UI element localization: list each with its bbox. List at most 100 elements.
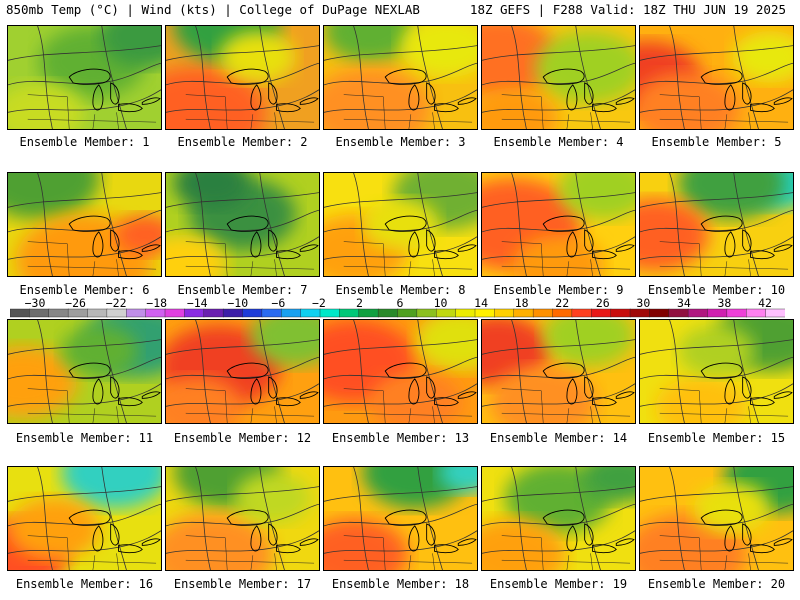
temperature-zone bbox=[512, 234, 605, 276]
temperature-field bbox=[8, 173, 161, 276]
temperature-zone bbox=[482, 518, 567, 570]
temperature-field bbox=[166, 173, 319, 276]
height-contours bbox=[482, 320, 635, 423]
ensemble-member-map bbox=[639, 319, 794, 424]
ensemble-member-label: Ensemble Member: 10 bbox=[647, 283, 786, 297]
ensemble-member-map bbox=[481, 25, 636, 130]
temperature-field bbox=[482, 467, 635, 570]
colorbar-tick-label: −22 bbox=[105, 296, 127, 310]
height-contours bbox=[640, 26, 793, 129]
colorbar-tick-label: 26 bbox=[595, 296, 610, 310]
ensemble-member-map bbox=[639, 25, 794, 130]
great-lakes-outline bbox=[384, 509, 477, 554]
colorbar-swatch bbox=[455, 308, 476, 318]
temperature-zone bbox=[8, 345, 77, 418]
temperature-zone bbox=[219, 31, 297, 83]
ensemble-member-map bbox=[165, 466, 320, 571]
state-borders bbox=[659, 94, 789, 129]
state-borders bbox=[659, 241, 789, 276]
ensemble-member-map bbox=[481, 466, 636, 571]
colorbar-swatch bbox=[474, 308, 496, 318]
ensemble-member-label: Ensemble Member: 17 bbox=[173, 577, 312, 591]
state-borders bbox=[185, 94, 315, 129]
height-contours bbox=[482, 173, 635, 276]
colorbar-swatch bbox=[319, 308, 341, 318]
great-lakes-outline bbox=[68, 68, 161, 113]
ensemble-member-map bbox=[165, 319, 320, 424]
temperature-field bbox=[166, 320, 319, 423]
temperature-zone bbox=[166, 67, 266, 129]
colorbar-swatch bbox=[765, 308, 785, 318]
great-lakes-outline bbox=[542, 509, 635, 554]
temperature-field bbox=[324, 26, 477, 129]
great-lakes-outline bbox=[542, 215, 635, 260]
ensemble-member-label: Ensemble Member: 3 bbox=[335, 135, 466, 149]
state-borders bbox=[27, 535, 157, 570]
colorbar-labels: −30 −26 −22 −18 −14 −10 −6 −2 2 6 10 14 18 22 26 30 34 38… bbox=[0, 296, 800, 310]
colorbar-tick-label: −30 bbox=[24, 296, 46, 310]
colorbar-swatch bbox=[184, 308, 205, 318]
great-lakes-outline bbox=[384, 215, 477, 260]
colorbar-swatch bbox=[397, 308, 418, 318]
colorbar-swatch bbox=[67, 308, 89, 318]
ensemble-member-label: Ensemble Member: 11 bbox=[15, 431, 154, 445]
temperature-zone bbox=[115, 214, 161, 256]
temperature-field bbox=[640, 467, 793, 570]
great-lakes-outline bbox=[68, 509, 161, 554]
state-borders bbox=[27, 388, 157, 423]
great-lakes-outline bbox=[700, 68, 793, 113]
state-borders bbox=[343, 94, 473, 129]
ensemble-member-label: Ensemble Member: 19 bbox=[489, 577, 628, 591]
height-contours bbox=[640, 467, 793, 570]
temperature-zone bbox=[693, 482, 771, 534]
temperature-field bbox=[166, 467, 319, 570]
ensemble-member-map bbox=[7, 466, 162, 571]
ensemble-member-map bbox=[639, 466, 794, 571]
height-contours bbox=[8, 320, 161, 423]
temperature-zone bbox=[438, 467, 477, 493]
colorbar-swatch bbox=[552, 308, 573, 318]
temperature-field bbox=[324, 320, 477, 423]
colorbar-swatch bbox=[87, 308, 108, 318]
ensemble-member-label: Ensemble Member: 20 bbox=[647, 577, 786, 591]
temperature-zone bbox=[581, 467, 635, 504]
colorbar-swatch bbox=[668, 308, 689, 318]
map-title: 850mb Temp (°C) | Wind (kts) | College o… bbox=[6, 2, 420, 17]
colorbar-swatch bbox=[591, 308, 612, 318]
great-lakes-outline bbox=[384, 68, 477, 113]
colorbar-tick-label: 14 bbox=[474, 296, 489, 310]
height-contours bbox=[166, 467, 319, 570]
colorbar-tick-label: 42 bbox=[758, 296, 772, 310]
temperature-field bbox=[8, 26, 161, 129]
state-borders bbox=[185, 535, 315, 570]
temperature-zone bbox=[166, 376, 243, 423]
temperature-zone bbox=[8, 82, 85, 129]
colorbar-tick-label: −18 bbox=[146, 296, 168, 310]
temperature-field bbox=[640, 173, 793, 276]
ensemble-member-label: Ensemble Member: 4 bbox=[493, 135, 624, 149]
colorbar-swatch bbox=[145, 308, 166, 318]
temperature-zone bbox=[61, 467, 161, 509]
colorbar-swatch bbox=[281, 308, 302, 318]
ensemble-member-label: Ensemble Member: 13 bbox=[331, 431, 470, 445]
great-lakes-outline bbox=[542, 68, 635, 113]
temperature-zone bbox=[640, 198, 709, 271]
state-borders bbox=[501, 535, 631, 570]
temperature-field bbox=[8, 320, 161, 423]
temperature-field bbox=[166, 26, 319, 129]
colorbar-tick-label: 2 bbox=[355, 296, 363, 310]
temperature-zone bbox=[678, 325, 755, 377]
great-lakes-outline bbox=[226, 215, 319, 260]
ensemble-member-label: Ensemble Member: 9 bbox=[493, 283, 624, 297]
colorbar-swatch bbox=[242, 308, 263, 318]
temperature-zone bbox=[415, 320, 477, 372]
state-borders bbox=[501, 241, 631, 276]
temperature-zone bbox=[8, 173, 100, 220]
temperature-field bbox=[482, 173, 635, 276]
temperature-zone bbox=[61, 325, 139, 377]
ensemble-member-map bbox=[7, 319, 162, 424]
state-borders bbox=[659, 388, 789, 423]
temperature-field bbox=[482, 26, 635, 129]
colorbar-swatch bbox=[610, 308, 631, 318]
colorbar-swatch bbox=[746, 308, 767, 318]
